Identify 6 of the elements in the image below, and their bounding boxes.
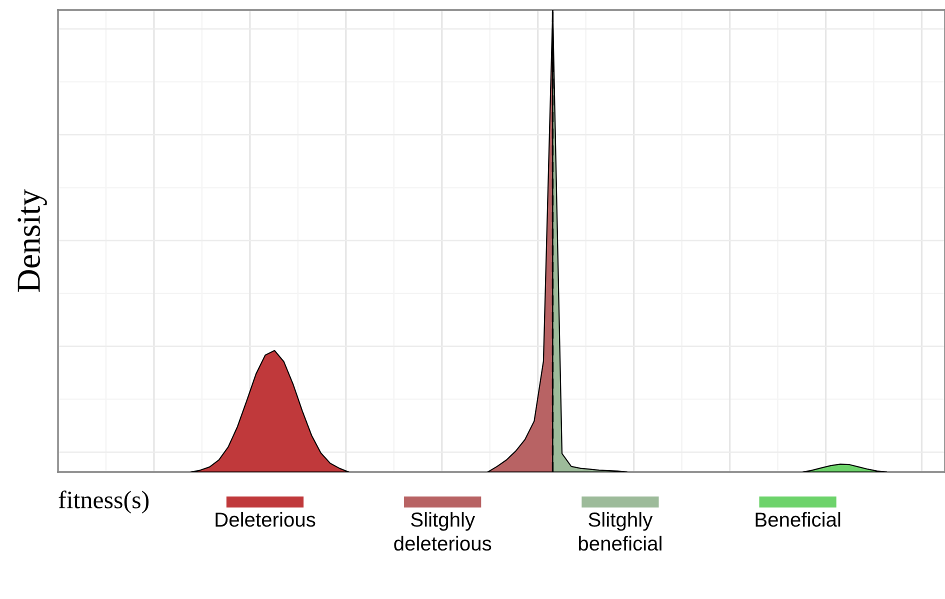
legend-label: Beneficial (756, 512, 840, 527)
y-axis-title: Density (18, 189, 47, 292)
legend-label: Deleterious (216, 512, 316, 527)
legend-title: fitness(s) (58, 490, 149, 514)
legend-label: Slitghly beneficial (578, 512, 662, 551)
legend-label: Slitghly deleterious (394, 512, 492, 551)
